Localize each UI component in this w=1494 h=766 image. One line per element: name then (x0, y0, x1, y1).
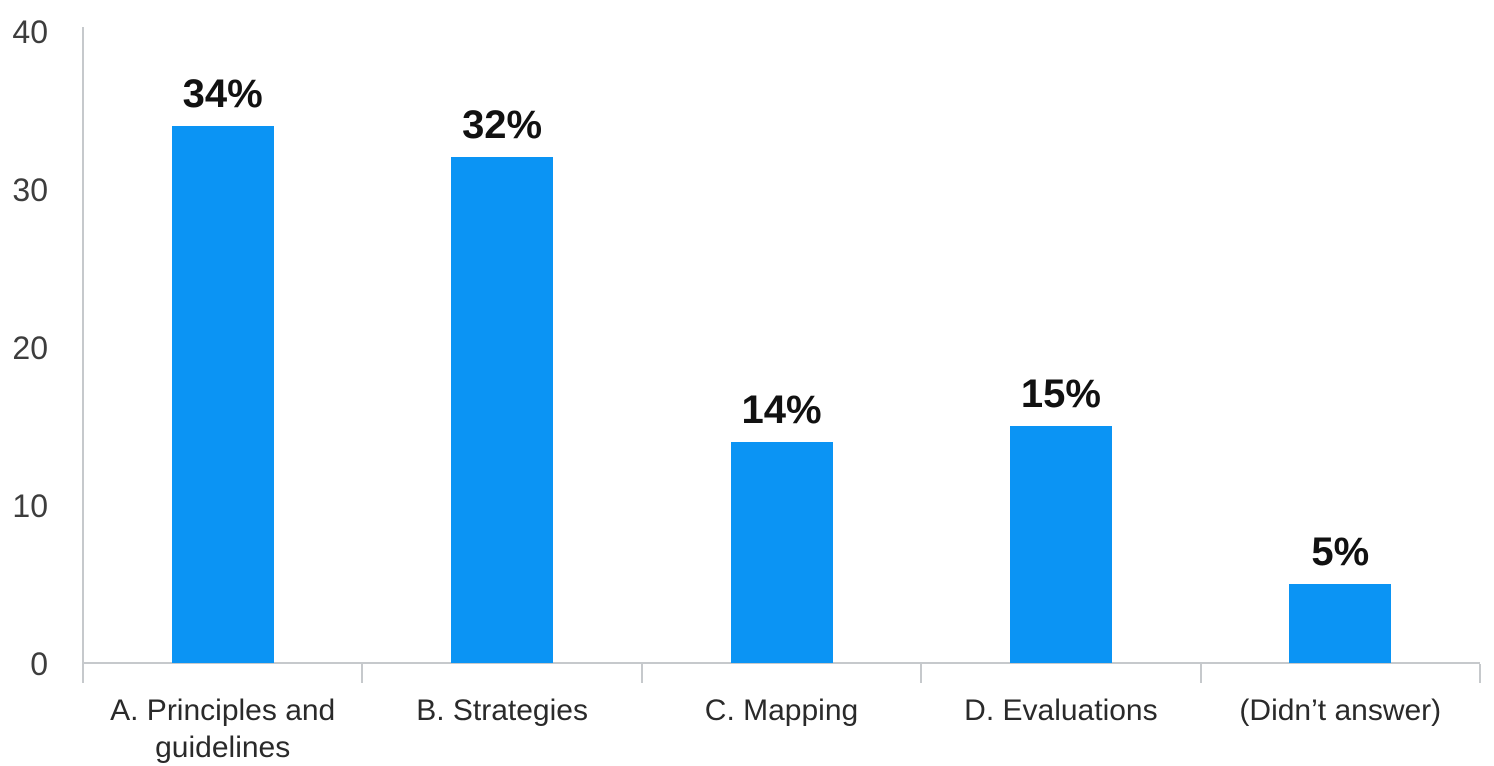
category-label: B. Strategies (416, 694, 588, 727)
category-label: D. Evaluations (964, 694, 1158, 727)
bar-value-label: 14% (741, 387, 822, 432)
bar-value-label: 34% (182, 71, 263, 116)
x-axis-tick (361, 664, 364, 683)
bar (1289, 584, 1392, 663)
x-axis-tick (82, 664, 84, 683)
category-label: (Didn’t answer) (1239, 694, 1442, 727)
y-tick-label: 10 (12, 488, 48, 524)
bar (451, 157, 554, 663)
category-label: C. Mapping (704, 694, 859, 727)
x-axis-tick (920, 664, 923, 683)
y-tick-label: 40 (12, 14, 48, 50)
bar (730, 441, 833, 663)
y-axis-line (82, 27, 84, 664)
x-axis-line (82, 662, 1480, 664)
x-axis-tick (1479, 664, 1481, 683)
y-tick-label: 20 (12, 330, 48, 366)
bar (1009, 426, 1112, 663)
bar-value-label: 32% (462, 103, 543, 148)
bar-value-label: 5% (1311, 530, 1370, 574)
category-label: A. Principles and guidelines (110, 694, 336, 764)
x-axis-tick (1199, 664, 1202, 683)
bar (171, 125, 274, 663)
bar-value-label: 15% (1020, 372, 1101, 416)
x-axis-tick (640, 664, 643, 683)
y-tick-label: 0 (30, 646, 48, 682)
y-tick-label: 30 (12, 172, 48, 208)
